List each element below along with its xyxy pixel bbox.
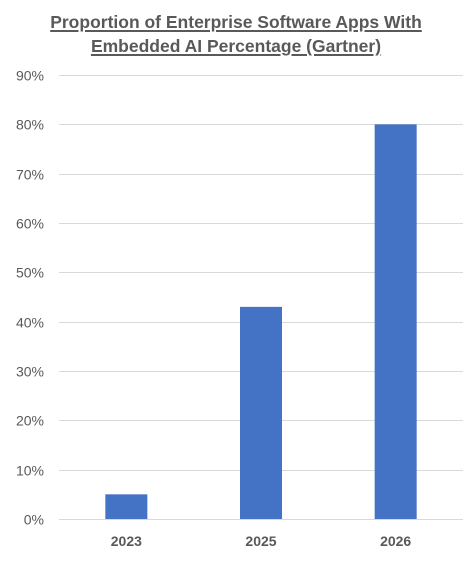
y-tick-label: 20% — [16, 413, 44, 429]
bar-2023 — [105, 494, 148, 519]
y-tick-label: 0% — [24, 512, 44, 528]
bars — [105, 124, 417, 519]
y-tick-label: 80% — [16, 117, 44, 133]
x-tick-label: 2023 — [111, 533, 142, 549]
y-tick-label: 30% — [16, 364, 44, 380]
chart-title-line-1: Proportion of Enterprise Software Apps W… — [50, 12, 422, 32]
y-tick-label: 90% — [16, 68, 44, 84]
y-tick-label: 70% — [16, 167, 44, 183]
x-tick-label: 2026 — [380, 533, 411, 549]
y-axis-tick-labels: 0% 10% 20% 30% 40% 50% 60% 70% 80% 90% — [16, 68, 44, 528]
chart-title: Proportion of Enterprise Software Apps W… — [0, 10, 472, 58]
chart-title-line-2: Embedded AI Percentage (Gartner) — [90, 36, 382, 56]
bar-2026 — [374, 124, 417, 519]
x-axis-tick-labels: 2023 2025 2026 — [111, 533, 412, 549]
x-tick-label: 2025 — [245, 533, 276, 549]
y-tick-label: 10% — [16, 463, 44, 479]
bar-2025 — [240, 306, 282, 519]
y-tick-label: 50% — [16, 265, 44, 281]
y-tick-label: 60% — [16, 216, 44, 232]
y-tick-label: 40% — [16, 315, 44, 331]
